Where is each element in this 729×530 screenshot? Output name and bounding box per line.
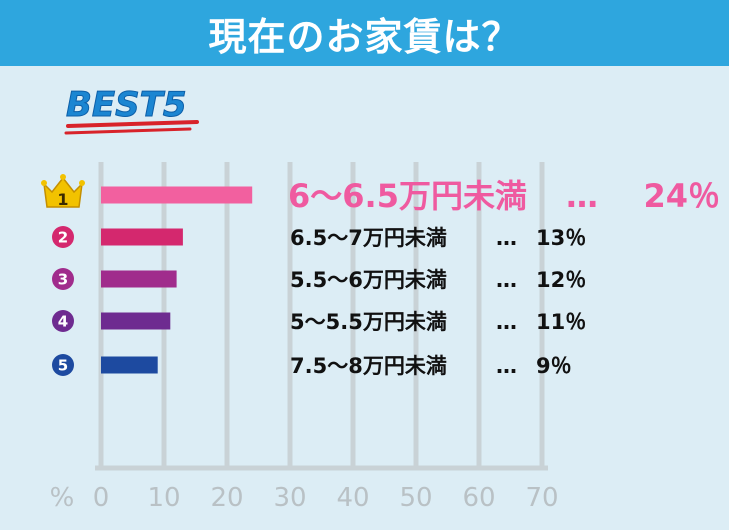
data-label-category: 7.5～8万円未満 [290, 354, 447, 378]
crown-icon [79, 180, 85, 186]
x-tick-label: 20 [210, 483, 243, 513]
rank-number: 5 [58, 357, 68, 375]
crown-icon [42, 176, 84, 208]
bar [101, 356, 158, 374]
unit-label: % [50, 483, 75, 513]
rank-number: 1 [57, 190, 68, 209]
bar [101, 270, 177, 288]
bar [101, 312, 171, 330]
bar-chart: BEST5 0 10 20 30 40 50 60 70% 1 6～6.5万円未満 … 24％ 2 6.5～… [41, 85, 720, 513]
rank-badge-icon [52, 268, 74, 290]
data-label-separator: … [496, 268, 517, 292]
rank-badge-icon [52, 354, 74, 376]
data-label-separator: … [566, 177, 598, 215]
data-label-value: 13％ [536, 226, 586, 250]
badge-text: BEST5 [66, 85, 186, 125]
rank-number: 4 [58, 313, 68, 331]
x-tick-label: 50 [399, 483, 432, 513]
data-label-category: 5～5.5万円未満 [290, 310, 447, 334]
badge-underline [66, 120, 199, 128]
x-tick-label: 70 [525, 483, 558, 513]
bar [101, 228, 183, 246]
data-label-separator: … [496, 354, 517, 378]
data-label-separator: … [496, 310, 517, 334]
crown-icon [41, 180, 47, 186]
data-label-separator: … [496, 226, 517, 250]
rank-number: 3 [58, 271, 68, 289]
rank-number: 2 [58, 229, 68, 247]
x-tick-label: 60 [462, 483, 495, 513]
data-label-value: 11％ [536, 310, 586, 334]
x-tick-label: 0 [93, 483, 110, 513]
data-label-value: 12％ [536, 268, 586, 292]
data-label-category: 6.5～7万円未満 [290, 226, 447, 250]
data-label-value: 24％ [643, 177, 720, 215]
x-tick-label: 30 [273, 483, 306, 513]
page-title: 現在のお家賃は？ [208, 14, 521, 59]
rank-badge-icon [52, 226, 74, 248]
rank-badge-icon [52, 310, 74, 332]
badge-underline [64, 127, 192, 135]
title-bar: 現在のお家賃は？ [0, 0, 729, 66]
x-tick-label: 40 [336, 483, 369, 513]
x-tick-label: 10 [147, 483, 180, 513]
chart-panel: BEST5 0 10 20 30 40 50 60 70% 1 6～6.5万円未満 … 24％ 2 6.5～… [0, 66, 729, 530]
bar [101, 186, 253, 204]
data-label-category: 5.5～6万円未満 [290, 268, 447, 292]
data-label-value: 9％ [536, 354, 572, 378]
crown-icon [60, 174, 66, 180]
data-label-category: 6～6.5万円未満 [288, 177, 527, 215]
